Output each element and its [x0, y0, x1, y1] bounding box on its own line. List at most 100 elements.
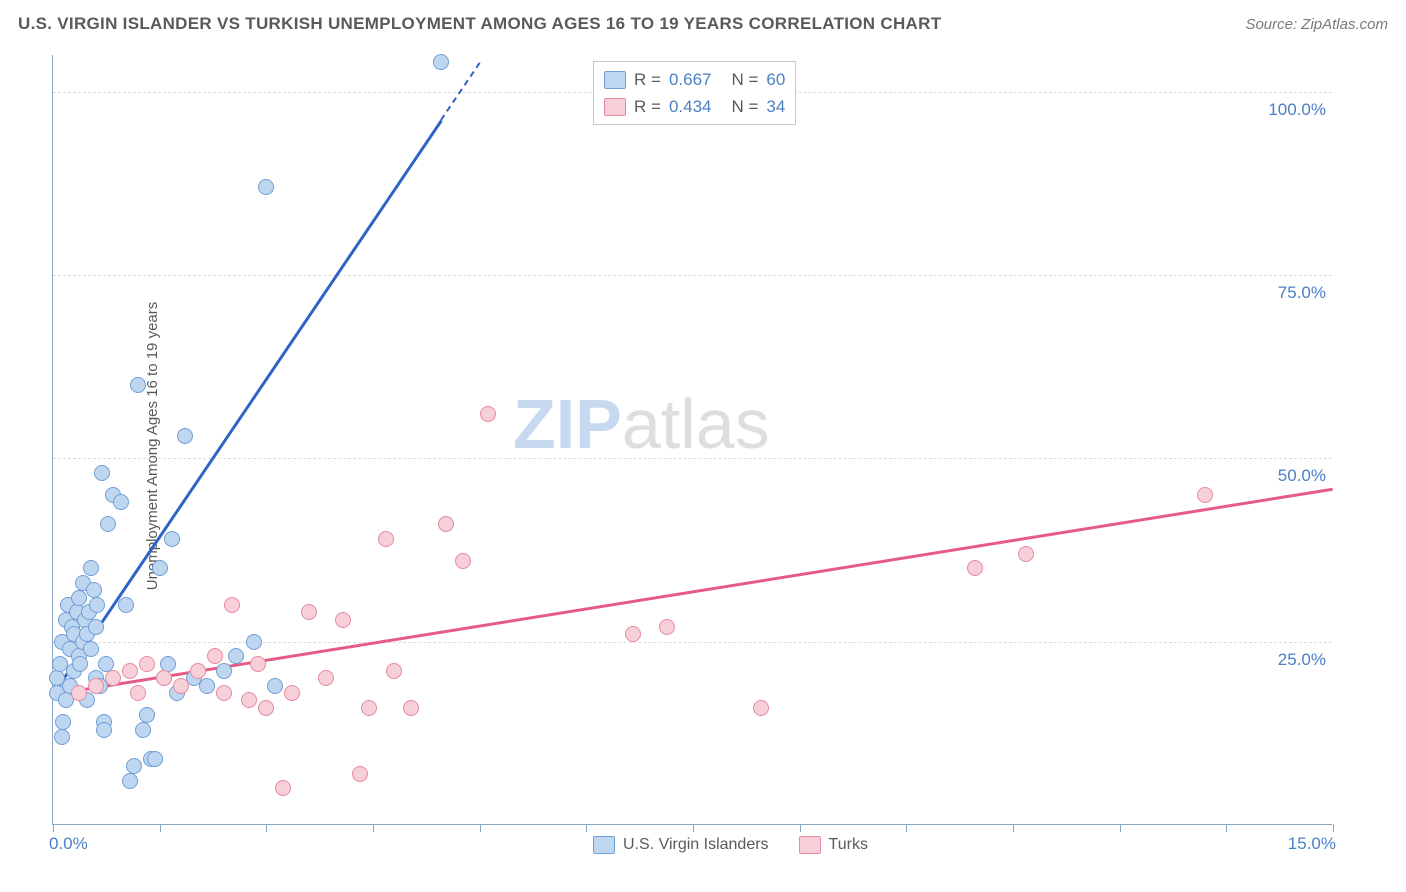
data-point [207, 648, 223, 664]
legend-swatch [799, 836, 821, 854]
data-point [88, 619, 104, 635]
data-point [71, 590, 87, 606]
data-point [126, 758, 142, 774]
data-point [147, 751, 163, 767]
data-point [100, 516, 116, 532]
x-tick [480, 824, 481, 832]
data-point [118, 597, 134, 613]
x-tick [1013, 824, 1014, 832]
data-point [352, 766, 368, 782]
data-point [83, 641, 99, 657]
data-point [177, 428, 193, 444]
y-tick-label: 25.0% [1278, 650, 1326, 670]
data-point [139, 656, 155, 672]
data-point [361, 700, 377, 716]
data-point [94, 465, 110, 481]
data-point [659, 619, 675, 635]
data-point [753, 700, 769, 716]
data-point [258, 179, 274, 195]
legend-n-label: N = [731, 66, 758, 93]
data-point [130, 685, 146, 701]
x-tick-label: 15.0% [1288, 834, 1336, 854]
data-point [284, 685, 300, 701]
gridline [53, 275, 1332, 276]
x-tick [373, 824, 374, 832]
legend-swatch [604, 71, 626, 89]
chart-title: U.S. VIRGIN ISLANDER VS TURKISH UNEMPLOY… [18, 14, 941, 34]
data-point [216, 685, 232, 701]
data-point [246, 634, 262, 650]
data-point [113, 494, 129, 510]
data-point [152, 560, 168, 576]
legend-r-value: 0.667 [669, 66, 712, 93]
data-point [173, 678, 189, 694]
data-point [160, 656, 176, 672]
data-point [72, 656, 88, 672]
data-point [135, 722, 151, 738]
data-point [96, 722, 112, 738]
data-point [89, 597, 105, 613]
series-legend: U.S. Virgin Islanders Turks [593, 836, 868, 854]
scatter-plot: 25.0%50.0%75.0%100.0%0.0%15.0%ZIPatlasR … [52, 55, 1332, 825]
data-point [275, 780, 291, 796]
data-point [224, 597, 240, 613]
data-point [55, 714, 71, 730]
data-point [216, 663, 232, 679]
data-point [156, 670, 172, 686]
data-point [250, 656, 266, 672]
data-point [1018, 546, 1034, 562]
x-tick [1333, 824, 1334, 832]
data-point [403, 700, 419, 716]
data-point [130, 377, 146, 393]
data-point [199, 678, 215, 694]
y-tick-label: 75.0% [1278, 283, 1326, 303]
legend-series-label: Turks [829, 836, 868, 854]
data-point [122, 773, 138, 789]
data-point [301, 604, 317, 620]
trend-line [53, 488, 1333, 696]
data-point [139, 707, 155, 723]
data-point [967, 560, 983, 576]
data-point [1197, 487, 1213, 503]
data-point [122, 663, 138, 679]
legend-series-label: U.S. Virgin Islanders [623, 836, 769, 854]
x-tick [1226, 824, 1227, 832]
x-tick [800, 824, 801, 832]
legend-r-label: R = [634, 66, 661, 93]
data-point [386, 663, 402, 679]
data-point [228, 648, 244, 664]
gridline [53, 458, 1332, 459]
y-tick-label: 100.0% [1268, 100, 1326, 120]
data-point [318, 670, 334, 686]
data-point [241, 692, 257, 708]
data-point [258, 700, 274, 716]
legend-swatch [604, 98, 626, 116]
y-tick-label: 50.0% [1278, 466, 1326, 486]
x-tick [160, 824, 161, 832]
data-point [438, 516, 454, 532]
x-tick [906, 824, 907, 832]
source-label: Source: ZipAtlas.com [1245, 16, 1388, 33]
data-point [164, 531, 180, 547]
legend-n-label: N = [731, 93, 758, 120]
data-point [335, 612, 351, 628]
correlation-legend: R = 0.667N = 60R = 0.434N = 34 [593, 61, 796, 125]
data-point [88, 678, 104, 694]
data-point [71, 685, 87, 701]
data-point [625, 626, 641, 642]
legend-n-value: 60 [766, 66, 785, 93]
data-point [455, 553, 471, 569]
data-point [54, 729, 70, 745]
data-point [86, 582, 102, 598]
data-point [433, 54, 449, 70]
data-point [190, 663, 206, 679]
x-tick [266, 824, 267, 832]
data-point [98, 656, 114, 672]
legend-r-value: 0.434 [669, 93, 712, 120]
data-point [105, 670, 121, 686]
x-tick [1120, 824, 1121, 832]
legend-n-value: 34 [766, 93, 785, 120]
watermark: ZIPatlas [513, 384, 770, 464]
x-tick [53, 824, 54, 832]
data-point [267, 678, 283, 694]
